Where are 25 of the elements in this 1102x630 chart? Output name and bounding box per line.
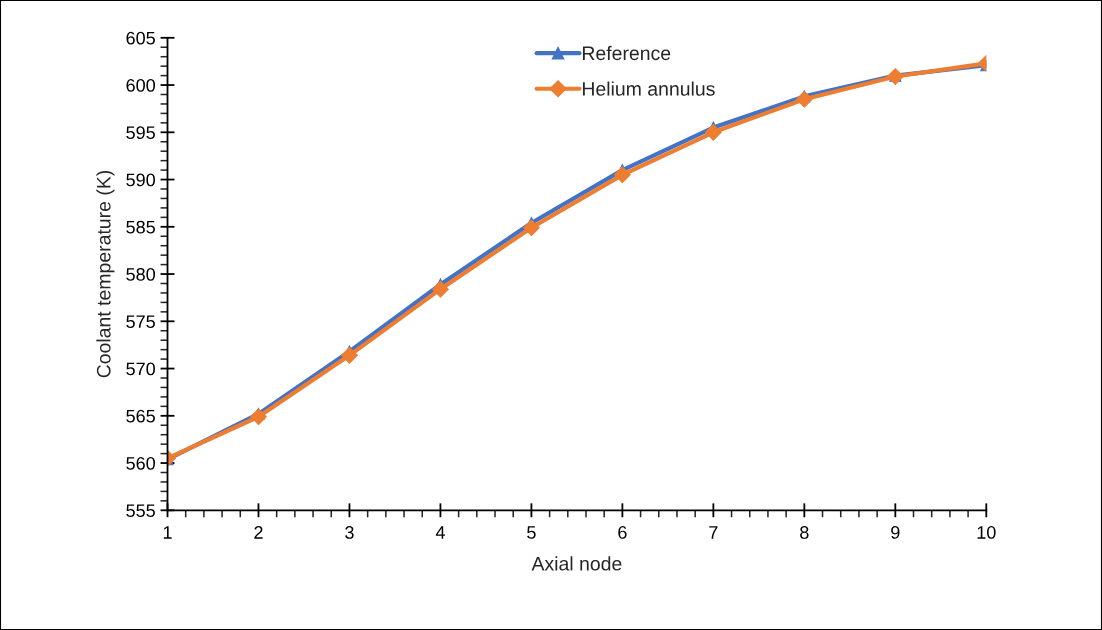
y-tick-label: 590 [126, 173, 155, 187]
x-tick-label: 6 [618, 526, 627, 539]
y-tick-label: 600 [126, 78, 155, 92]
y-tick-label: 565 [126, 409, 155, 423]
x-tick-label: 10 [977, 526, 996, 539]
y-tick-label: 575 [126, 315, 155, 329]
x-tick-label: 7 [709, 526, 718, 539]
y-tick-label: 560 [126, 456, 155, 470]
x-tick-label: 9 [891, 526, 900, 539]
legend-label: Reference [582, 45, 671, 61]
y-axis-title: Coolant temperature (K) [96, 170, 115, 378]
y-tick-label: 570 [126, 362, 155, 376]
x-tick-label: 5 [527, 526, 536, 539]
x-tick-label: 8 [800, 526, 809, 539]
x-axis-title: Axial node [531, 556, 622, 571]
y-tick-label: 585 [126, 220, 155, 234]
y-tick-label: 605 [126, 31, 155, 45]
x-tick-label: 4 [435, 526, 445, 539]
x-tick-label: 3 [345, 526, 354, 539]
legend-label: Helium annulus [582, 81, 715, 96]
y-tick-label: 555 [126, 504, 155, 518]
y-tick-label: 595 [126, 126, 155, 140]
x-tick-label: 2 [254, 526, 263, 539]
y-tick-label: 580 [126, 267, 155, 281]
x-tick-label: 1 [163, 526, 172, 539]
